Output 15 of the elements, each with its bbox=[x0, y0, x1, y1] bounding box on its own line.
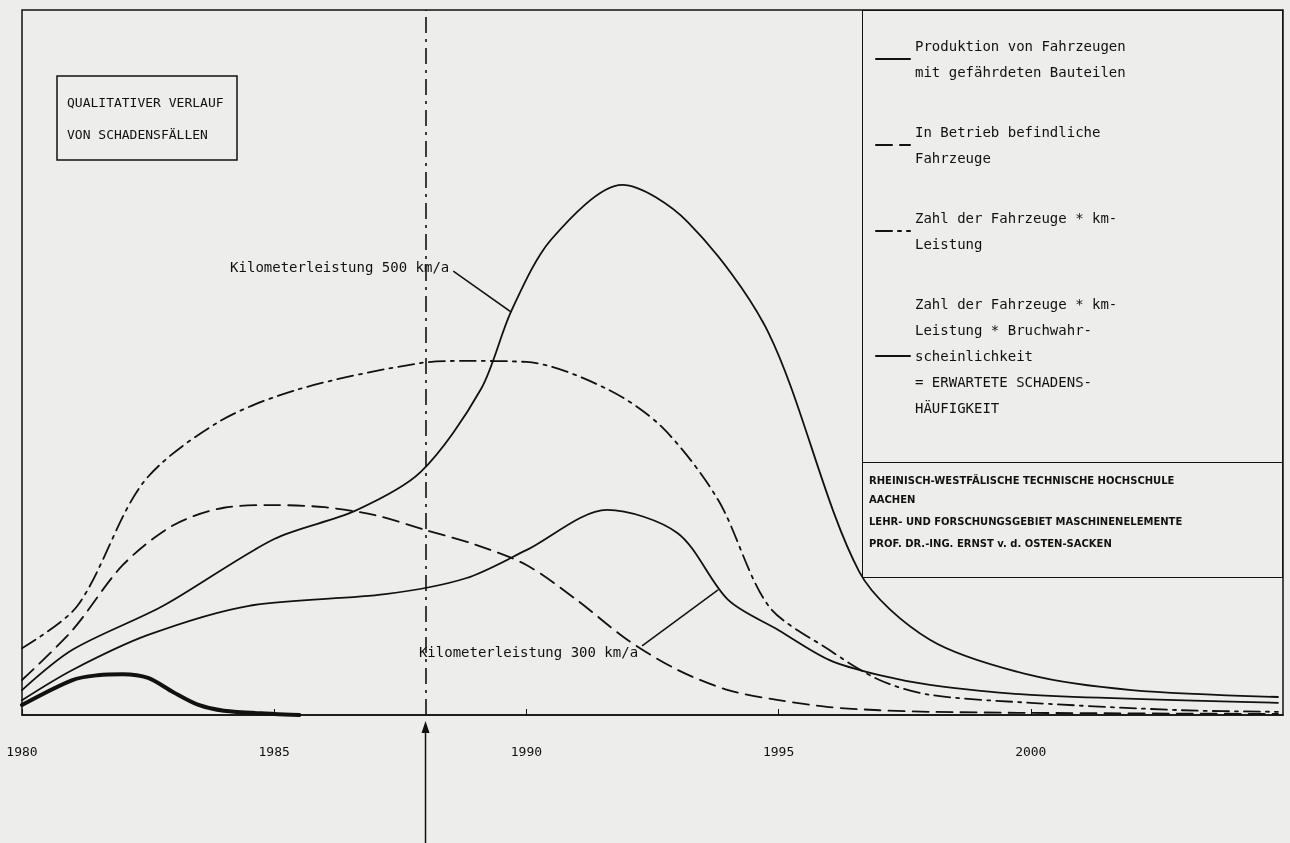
chart-title: QUALITATIVER VERLAUF VON SCHADENSFÄLLEN bbox=[67, 94, 224, 142]
annotation: Kilometerleistung 500 km/a bbox=[230, 259, 450, 276]
x-tick-label: 1980 bbox=[6, 744, 38, 759]
x-tick-label: 1985 bbox=[258, 744, 290, 759]
x-tick-label: 1995 bbox=[762, 744, 795, 759]
annotation: RHEINISCH-WESTFÄLISCHE TECHNISCHE HOCHSCHULE AACHEN bbox=[869, 473, 1176, 507]
annotation: Kilometerleistung 300 km/a bbox=[418, 643, 639, 660]
legend-label: Zahl der Fahrzeuge * km- Leistung * Bruchwahr- scheinlichkeit = ERWARTETE SCHADENS- HÄUFIGKEIT bbox=[915, 296, 1118, 416]
annotation: PROF. DR.-ING. ERNST v. d. OSTEN-SACKEN bbox=[869, 537, 1113, 551]
annotation: LEHR- UND FORSCHUNGSGEBIET MASCHINENELEMENTE bbox=[869, 515, 1184, 529]
legend-label: Zahl der Fahrzeuge * km- Leistung bbox=[915, 210, 1118, 252]
legend-label: Produktion von Fahrzeugen mit gefährdeten Bauteilen bbox=[915, 38, 1126, 80]
legend-label: In Betrieb befindliche Fahrzeuge bbox=[915, 124, 1101, 166]
x-tick-label: 2000 bbox=[1015, 744, 1047, 759]
x-tick-label: 1990 bbox=[510, 744, 543, 759]
